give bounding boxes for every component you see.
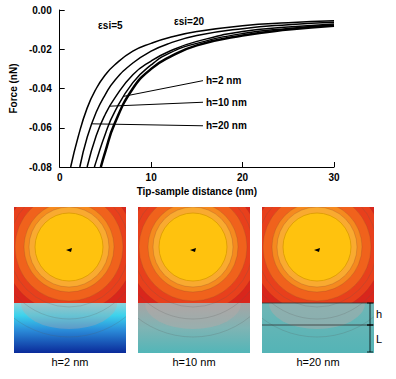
svg-text:h=10 nm: h=10 nm [172, 356, 215, 368]
svg-text:h=10 nm: h=10 nm [206, 97, 247, 108]
svg-text:h=2 nm: h=2 nm [52, 356, 89, 368]
svg-text:L: L [376, 333, 382, 345]
svg-text:0.00: 0.00 [32, 5, 52, 16]
svg-text:20: 20 [237, 172, 249, 183]
svg-text:h=20 nm: h=20 nm [296, 356, 339, 368]
svg-text:h=2 nm: h=2 nm [206, 75, 241, 86]
svg-text:-0.04: -0.04 [29, 83, 52, 94]
svg-text:h=20 nm: h=20 nm [206, 120, 247, 131]
svg-text:h: h [376, 308, 382, 320]
svg-text:-0.02: -0.02 [29, 44, 52, 55]
svg-text:-0.06: -0.06 [29, 122, 52, 133]
svg-text:Force (nN): Force (nN) [8, 64, 19, 114]
svg-text:-0.08: -0.08 [29, 162, 52, 173]
svg-text:0: 0 [57, 172, 63, 183]
svg-text:Tip-sample distance (nm): Tip-sample distance (nm) [137, 186, 257, 197]
svg-text:30: 30 [328, 172, 340, 183]
svg-text:εsi=5: εsi=5 [98, 20, 123, 31]
svg-text:10: 10 [146, 172, 158, 183]
svg-text:εsi=20: εsi=20 [174, 16, 204, 27]
